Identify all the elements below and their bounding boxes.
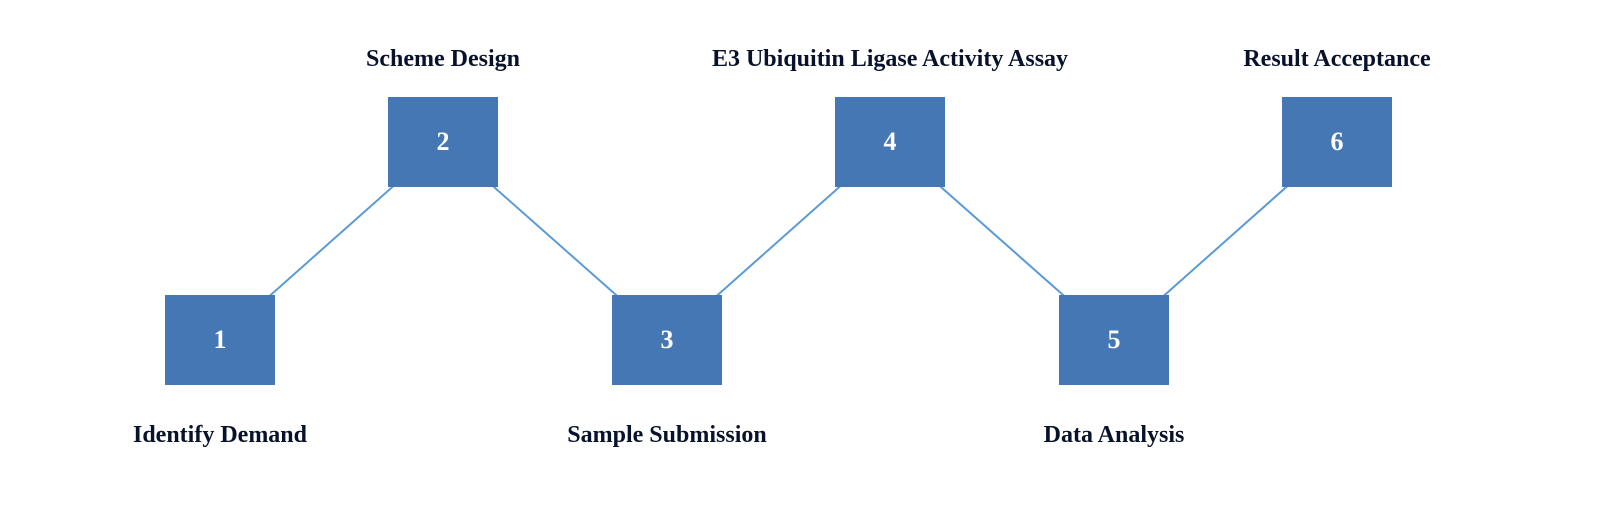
process-step-1: 1 [165, 295, 275, 385]
process-step-5: 5 [1059, 295, 1169, 385]
step-number: 1 [214, 325, 227, 355]
step-label-2: Scheme Design [366, 46, 520, 73]
process-step-6: 6 [1282, 97, 1392, 187]
process-step-4: 4 [835, 97, 945, 187]
process-step-2: 2 [388, 97, 498, 187]
step-label-5: Data Analysis [1044, 422, 1185, 449]
step-number: 3 [661, 325, 674, 355]
step-number: 2 [437, 127, 450, 157]
step-label-1: Identify Demand [133, 422, 307, 449]
step-number: 6 [1331, 127, 1344, 157]
step-number: 4 [884, 127, 897, 157]
process-step-3: 3 [612, 295, 722, 385]
step-number: 5 [1108, 325, 1121, 355]
step-label-4: E3 Ubiquitin Ligase Activity Assay [712, 46, 1068, 73]
step-label-6: Result Acceptance [1243, 46, 1430, 73]
process-flow-diagram: 1 Identify Demand 2 Scheme Design 3 Sample Su… [0, 0, 1620, 515]
step-label-3: Sample Submission [567, 422, 766, 449]
